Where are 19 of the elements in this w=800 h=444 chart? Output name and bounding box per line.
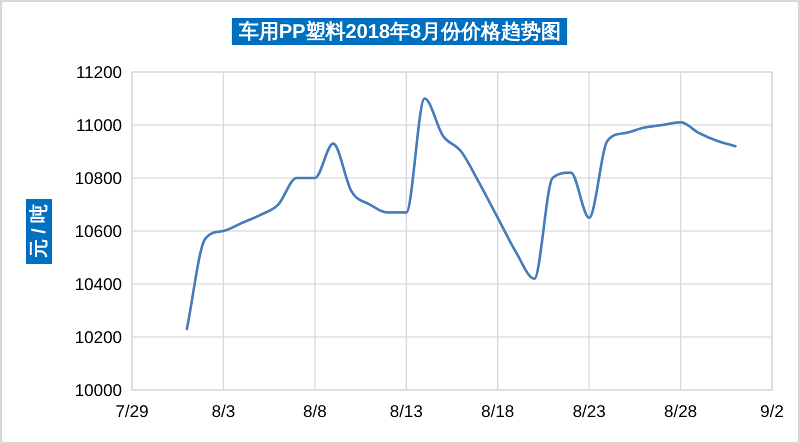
chart-title: 车用PP塑料2018年8月份价格趋势图 <box>238 20 562 43</box>
xtick: 8/8 <box>303 402 327 421</box>
xtick: 8/13 <box>390 402 423 421</box>
ytick: 10400 <box>74 275 122 294</box>
y-axis-title: 元 / 吨 <box>28 204 50 259</box>
ytick: 10200 <box>74 328 122 347</box>
title: 车用PP塑料2018年8月份价格趋势图 <box>232 18 568 45</box>
xtick: 8/18 <box>481 402 514 421</box>
ytick: 10000 <box>74 381 122 400</box>
ylabel: 元 / 吨 <box>26 199 52 264</box>
ytick: 11000 <box>76 116 122 135</box>
xtick: 8/23 <box>572 402 606 421</box>
xtick: 9/2 <box>760 402 784 421</box>
xtick: 7/29 <box>115 402 149 421</box>
xtick: 8/3 <box>212 402 236 421</box>
xtick: 8/28 <box>664 402 698 421</box>
ytick: 10800 <box>74 169 122 188</box>
ytick: 10600 <box>74 222 122 241</box>
ytick: 11200 <box>76 63 122 82</box>
